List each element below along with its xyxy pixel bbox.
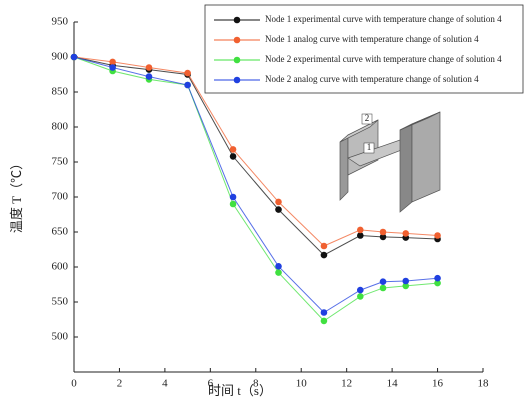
point [380, 229, 387, 236]
y-tick-label: 650 [52, 226, 69, 238]
annotation: 2 [365, 113, 370, 123]
point [275, 206, 282, 213]
point [321, 318, 328, 325]
y-tick-label: 550 [52, 296, 69, 308]
point [146, 73, 153, 80]
point [380, 285, 387, 292]
legend-marker [234, 77, 241, 84]
series-line [74, 57, 438, 313]
y-tick-label: 900 [52, 51, 69, 63]
x-tick-label: 4 [162, 378, 168, 390]
x-tick-label: 8 [253, 378, 259, 390]
point [402, 230, 409, 237]
x-tick-label: 0 [71, 378, 77, 390]
legend-marker [234, 57, 241, 64]
legend-label: Node 2 experimental curve with temperatu… [265, 54, 502, 64]
y-tick-label: 700 [52, 191, 69, 203]
point [434, 232, 441, 239]
chart: 时间 t（s） 温度 T（℃） 2 1 50055060065070075080… [0, 0, 531, 402]
legend-marker [234, 37, 241, 44]
legend-label: Node 2 analog curve with temperature cha… [265, 74, 479, 84]
point [230, 146, 237, 153]
point [146, 64, 153, 71]
legend-label: Node 1 experimental curve with temperatu… [265, 14, 502, 24]
y-tick-label: 800 [52, 121, 69, 133]
point [380, 278, 387, 285]
point [184, 82, 191, 89]
point [230, 201, 237, 208]
point [434, 275, 441, 282]
inset-beam [340, 112, 440, 212]
point [230, 194, 237, 201]
point [402, 278, 409, 285]
x-axis-label: 时间 t（s） [208, 383, 272, 398]
y-tick-label: 750 [52, 156, 69, 168]
point [321, 252, 328, 259]
point [357, 287, 364, 294]
point [275, 263, 282, 270]
x-tick-label: 16 [432, 378, 444, 390]
point [275, 269, 282, 276]
y-tick-label: 500 [52, 331, 69, 343]
point [109, 64, 116, 71]
y-axis-label: 温度 T（℃） [9, 157, 24, 233]
point [184, 70, 191, 77]
x-tick-label: 6 [208, 378, 214, 390]
x-tick-label: 12 [341, 378, 352, 390]
y-tick-label: 950 [52, 16, 69, 28]
y-tick-label: 600 [52, 261, 69, 273]
point [230, 153, 237, 160]
x-tick-label: 14 [387, 378, 399, 390]
legend-marker [234, 17, 241, 24]
point [321, 309, 328, 316]
annotation: 1 [367, 142, 372, 152]
x-tick-label: 10 [296, 378, 308, 390]
x-tick-label: 18 [478, 378, 490, 390]
point [275, 199, 282, 206]
point [321, 243, 328, 250]
y-tick-label: 850 [52, 86, 69, 98]
point [357, 227, 364, 234]
x-tick-label: 2 [117, 378, 123, 390]
point [71, 54, 78, 61]
legend-label: Node 1 analog curve with temperature cha… [265, 34, 479, 44]
point [357, 293, 364, 300]
